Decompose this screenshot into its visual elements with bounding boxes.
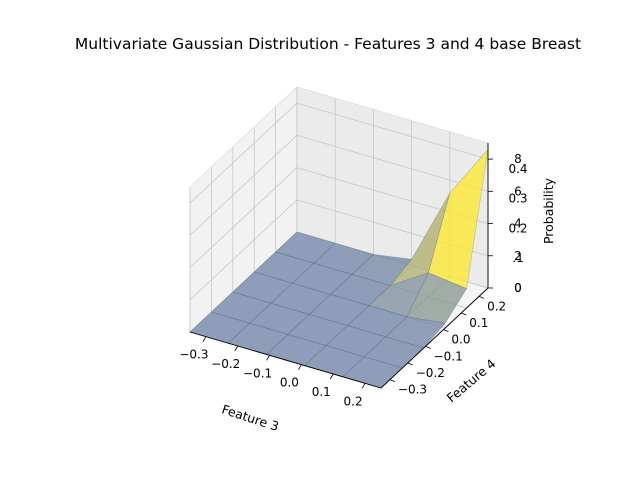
y-tick-label: −0.3 [398, 383, 427, 397]
y-tick-mark [389, 379, 396, 383]
x-tick-label: −0.3 [179, 348, 208, 362]
z-tick-label: 4 [514, 217, 522, 231]
z-overlay-tick-label: 0.4 [508, 162, 527, 176]
x-tick-label: 0.0 [280, 376, 299, 390]
y-axis-line [380, 287, 489, 389]
x-tick-mark [266, 355, 270, 361]
y-tick-mark [478, 295, 485, 299]
grid-line-z [189, 102, 489, 204]
chart-title: Multivariate Gaussian Distribution - Fea… [75, 35, 581, 53]
z-overlay-tick-label: 0.3 [508, 192, 527, 206]
surface-patch [313, 242, 374, 275]
x-tick-label: −0.1 [243, 366, 272, 380]
x-tick-mark [234, 345, 239, 352]
x-axis-label: Feature 3 [220, 401, 281, 434]
x-tick-label: 0.2 [344, 394, 363, 408]
y-tick-label: 0.0 [451, 333, 470, 347]
y-tick-mark [425, 345, 431, 349]
x-tick-mark [202, 336, 207, 342]
z-tick-label: 2 [514, 249, 522, 263]
x-tick-mark [298, 364, 302, 370]
x-tick-mark [361, 383, 366, 389]
y-tick-label: −0.1 [434, 349, 463, 363]
z-overlay-tick-label: .1 [512, 251, 523, 265]
x-tick-label: 0.1 [312, 385, 331, 399]
z-tick-label: 0 [514, 281, 522, 295]
z-tick-label: 6 [514, 184, 522, 198]
x-tick-label: −0.2 [211, 357, 240, 371]
y-tick-mark [443, 329, 449, 333]
y-tick-label: 0.2 [487, 299, 506, 313]
z-tick-label: 8 [514, 152, 522, 166]
y-tick-mark [407, 362, 413, 366]
y-tick-mark [461, 312, 467, 316]
y-tick-label: −0.2 [416, 366, 445, 380]
z-axis-label: Probability [541, 177, 556, 244]
surface-plot [189, 148, 489, 389]
tick-labels: −0.3−0.2−0.10.00.10.2−0.3−0.2−0.10.00.10… [179, 152, 527, 408]
grid-line-z [189, 134, 489, 236]
x-tick-mark [329, 373, 334, 380]
axis-lines [189, 143, 489, 389]
y-tick-label: 0.1 [469, 316, 488, 330]
x-axis-line [189, 331, 382, 389]
z-overlay-tick-label: 0.2 [508, 221, 527, 235]
grid-line-z [189, 167, 489, 268]
z-overlay-tick-label: 0 [514, 281, 522, 295]
